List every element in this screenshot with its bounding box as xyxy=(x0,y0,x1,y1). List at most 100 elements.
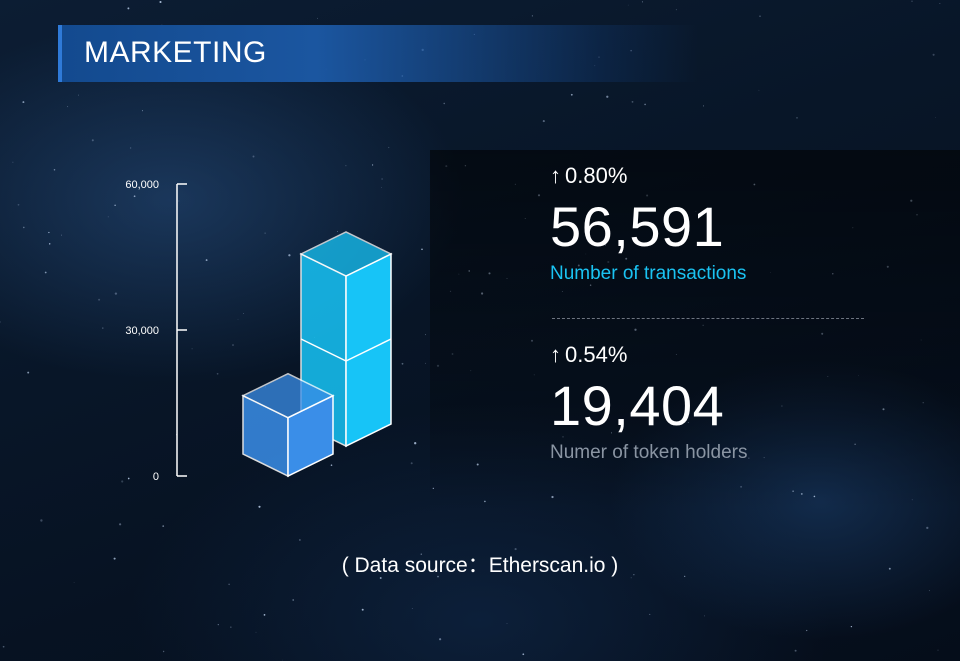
star xyxy=(2,645,5,648)
star xyxy=(217,623,219,626)
star xyxy=(421,248,423,251)
star xyxy=(232,344,234,346)
star xyxy=(631,100,634,103)
star xyxy=(633,574,635,576)
star xyxy=(53,168,56,171)
star xyxy=(649,613,651,615)
star xyxy=(228,583,230,586)
star xyxy=(345,165,347,167)
star xyxy=(411,608,413,609)
star xyxy=(420,553,423,555)
star xyxy=(317,17,318,19)
star xyxy=(796,117,798,119)
star xyxy=(932,53,935,56)
change-percent: 0.80% xyxy=(565,163,628,188)
star xyxy=(17,203,20,206)
star xyxy=(379,577,382,579)
star xyxy=(44,271,47,274)
star xyxy=(911,0,913,2)
star xyxy=(361,608,364,611)
star xyxy=(127,477,130,480)
star xyxy=(330,464,333,467)
star xyxy=(205,259,208,262)
star xyxy=(162,650,165,653)
star xyxy=(684,575,686,578)
star xyxy=(264,232,266,234)
star xyxy=(939,3,941,4)
star xyxy=(675,9,677,11)
star xyxy=(161,24,163,26)
title-bar: MARKETING xyxy=(58,25,698,82)
star xyxy=(703,105,704,107)
star xyxy=(381,187,383,188)
star xyxy=(443,102,445,105)
dashed-divider xyxy=(552,318,864,319)
y-tick-label: 0 xyxy=(153,471,159,483)
star xyxy=(159,0,162,4)
star xyxy=(216,372,219,375)
star xyxy=(337,231,338,232)
star xyxy=(410,462,413,465)
star xyxy=(263,614,266,616)
stat-token-holders: ↑ 0.54% 19,404 Numer of token holders xyxy=(550,342,748,464)
up-arrow-icon: ↑ xyxy=(550,342,561,367)
star xyxy=(27,371,30,374)
star xyxy=(73,582,75,583)
star xyxy=(806,629,808,632)
star xyxy=(237,318,239,320)
star xyxy=(606,95,609,98)
y-axis xyxy=(176,183,187,477)
y-tick-label: 30,000 xyxy=(125,325,159,337)
star xyxy=(107,216,109,218)
star xyxy=(98,298,101,301)
bar-seam xyxy=(345,338,392,362)
star xyxy=(437,575,439,578)
star xyxy=(414,442,417,445)
y-tick-label: 60,000 xyxy=(125,179,159,191)
bar-face-top xyxy=(241,372,335,419)
star xyxy=(299,539,301,541)
star xyxy=(641,1,643,3)
star xyxy=(258,505,261,508)
change-indicator: ↑ 0.54% xyxy=(550,342,748,368)
star xyxy=(48,243,51,245)
stat-label: Number of transactions xyxy=(550,263,747,284)
bar xyxy=(241,372,335,478)
star xyxy=(522,653,525,656)
y-tick-labels: 0 30,000 60,000 xyxy=(125,179,159,483)
star xyxy=(67,106,69,108)
star xyxy=(12,161,14,163)
star xyxy=(162,525,165,527)
star xyxy=(127,7,130,10)
star xyxy=(91,139,94,142)
star xyxy=(439,638,442,641)
star xyxy=(644,103,646,106)
star xyxy=(794,649,797,652)
star xyxy=(704,615,705,617)
star xyxy=(255,631,257,633)
star xyxy=(381,178,383,180)
star xyxy=(888,567,891,570)
star xyxy=(0,321,1,323)
star xyxy=(40,519,43,522)
star xyxy=(133,195,136,198)
bars xyxy=(241,231,393,478)
star xyxy=(243,313,244,314)
star xyxy=(531,15,533,17)
star xyxy=(372,164,374,166)
star xyxy=(937,649,939,651)
star xyxy=(425,334,426,336)
star xyxy=(230,626,232,628)
star xyxy=(630,577,632,579)
star xyxy=(388,146,390,149)
star xyxy=(178,200,180,202)
star xyxy=(292,599,295,601)
star xyxy=(425,362,426,364)
star xyxy=(102,327,104,329)
star xyxy=(431,570,433,572)
star xyxy=(514,548,517,551)
star xyxy=(113,557,116,560)
bar-seam xyxy=(300,338,347,362)
change-indicator: ↑ 0.80% xyxy=(550,163,746,189)
